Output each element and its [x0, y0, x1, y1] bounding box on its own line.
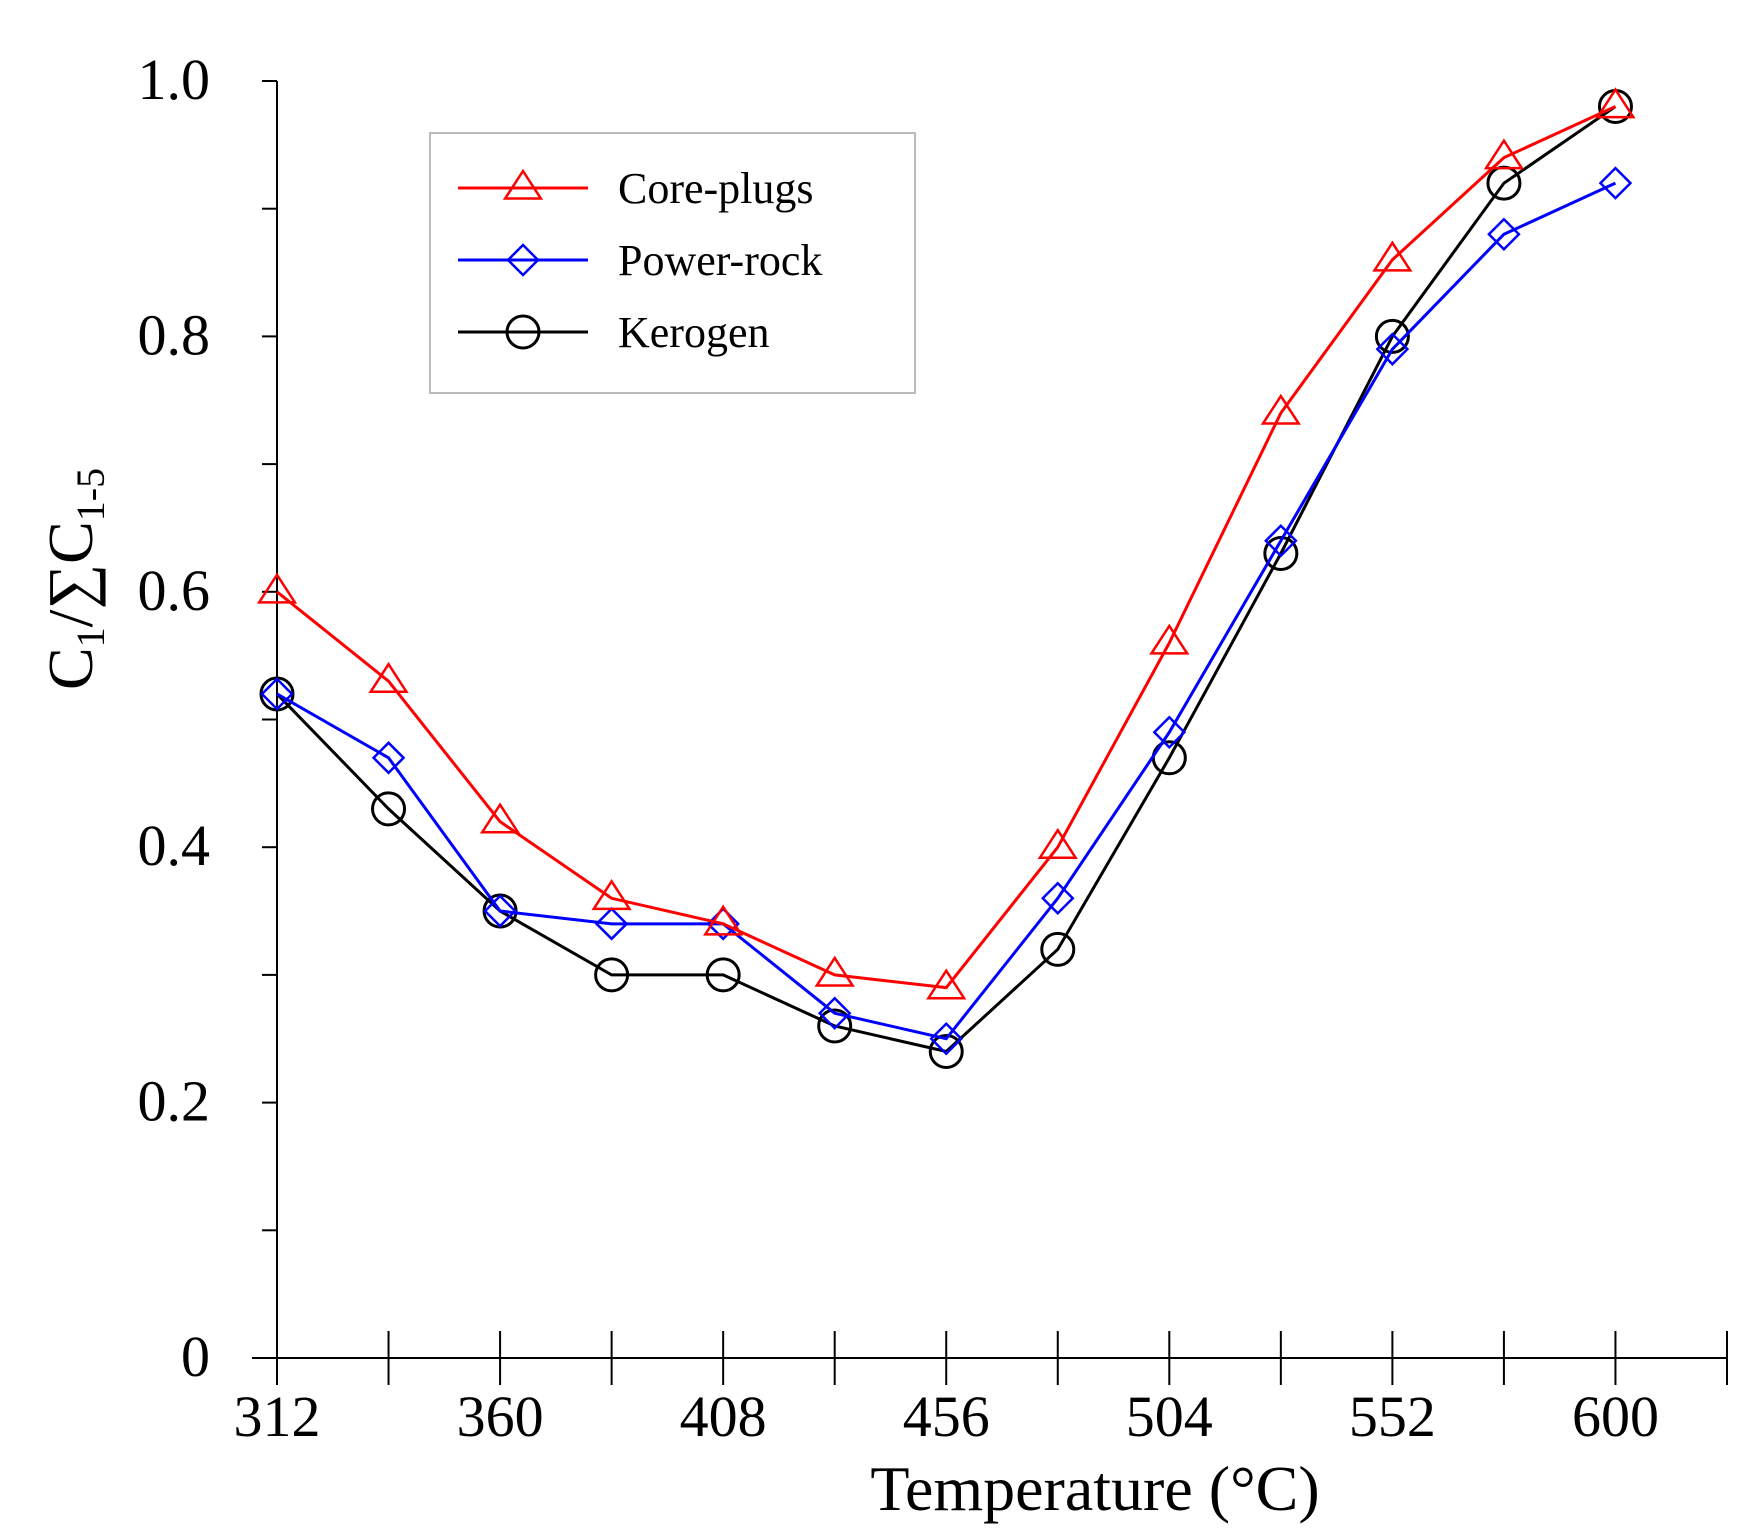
data-point	[479, 802, 521, 834]
data-point	[926, 968, 967, 1000]
data-point	[1263, 535, 1299, 571]
y-tick-label: 1.0	[138, 47, 211, 112]
legend: Core-plugs Power-rock Kerogen	[429, 132, 916, 394]
data-point	[1040, 931, 1076, 967]
data-point	[928, 1034, 964, 1070]
svg-text:C1/∑C1-5: C1/∑C1-5	[35, 468, 113, 690]
data-point	[1264, 523, 1298, 558]
x-axis-title: Temperature (°C)	[870, 1453, 1319, 1524]
x-tick-label: 552	[1349, 1384, 1436, 1449]
y-title-mid: /∑C	[35, 521, 106, 627]
data-point	[706, 907, 740, 941]
y-tick-label: 0.4	[138, 813, 211, 878]
y-tick-label: 0.6	[138, 558, 211, 623]
data-point	[1487, 217, 1521, 252]
data-point	[929, 1021, 963, 1056]
data-point	[1149, 623, 1190, 655]
data-point	[483, 894, 517, 928]
data-point	[1375, 332, 1410, 366]
x-tick-label: 504	[1126, 1384, 1213, 1449]
x-tick-label: 408	[680, 1384, 767, 1449]
data-point	[1037, 827, 1078, 859]
data-point	[1041, 881, 1075, 916]
data-point	[1595, 87, 1636, 119]
x-tick-label: 360	[457, 1384, 544, 1449]
data-point	[591, 878, 632, 911]
data-point	[817, 1008, 853, 1044]
y-axis-title: C1/∑C1-5	[35, 468, 113, 690]
legend-entry: Kerogen	[458, 308, 770, 357]
series-line	[276, 105, 1617, 990]
y-title-sub2: 1-5	[68, 468, 113, 521]
data-point	[368, 661, 409, 693]
data-point	[703, 904, 744, 936]
data-point	[371, 741, 406, 775]
y-title-sub1: 1	[68, 627, 113, 647]
legend-entry: Core-plugs	[458, 164, 814, 213]
x-tick-label: 456	[903, 1384, 990, 1449]
data-point	[1483, 138, 1525, 170]
data-point	[1260, 393, 1301, 425]
legend-label: Kerogen	[618, 308, 770, 357]
x-tick-label: 312	[234, 1384, 321, 1449]
data-point	[1152, 715, 1187, 750]
data-point	[1598, 166, 1633, 200]
series-line	[276, 181, 1617, 1041]
data-point	[705, 957, 741, 993]
data-point	[1374, 318, 1410, 354]
legend-label: Power-rock	[618, 236, 822, 285]
legend-entry: Power-rock	[458, 236, 822, 285]
data-point	[1372, 240, 1413, 272]
series-core-plugs	[256, 87, 1636, 1000]
data-point	[814, 955, 855, 987]
x-tick-label: 600	[1572, 1384, 1659, 1449]
series-layer	[256, 87, 1636, 1070]
legend-marker	[502, 168, 544, 200]
data-point	[260, 677, 294, 711]
y-title-base: C	[35, 647, 106, 690]
y-tick-label: 0.2	[138, 1069, 211, 1134]
data-point	[256, 572, 298, 604]
series-power-rock	[260, 166, 1633, 1056]
legend-marker	[505, 314, 541, 350]
data-point	[371, 791, 407, 827]
y-tick-label: 0	[181, 1324, 210, 1389]
y-tick-label: 0.8	[138, 302, 211, 367]
data-point	[594, 957, 630, 993]
axes: 0 0.2 0.4 0.6 0.8 1.0 312 360 408 456 504 552 600	[138, 47, 1728, 1449]
data-point	[594, 907, 629, 941]
legend-label: Core-plugs	[618, 164, 814, 213]
legend-marker	[506, 243, 540, 277]
data-point	[817, 996, 852, 1030]
